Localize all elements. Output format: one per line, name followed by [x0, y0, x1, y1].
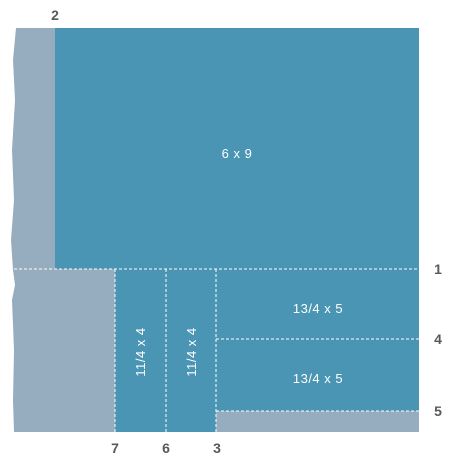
cut-label-5: 5: [434, 403, 442, 419]
piece-small-bottom: [216, 339, 419, 411]
waste-bottom-strip: [216, 411, 419, 432]
waste-left-edge: [11, 28, 115, 432]
cut-label-4: 4: [434, 331, 442, 347]
label-strip-a: 11/4 x 4: [133, 327, 148, 376]
piece-strip-a: [115, 269, 166, 432]
label-large: 6 x 9: [222, 146, 253, 161]
piece-large: [55, 28, 419, 269]
label-small-bottom: 13/4 x 5: [293, 371, 343, 386]
label-small-top: 13/4 x 5: [293, 301, 343, 316]
cut-label-7: 7: [111, 440, 119, 456]
label-strip-b: 11/4 x 4: [184, 327, 199, 376]
cut-label-3: 3: [213, 440, 221, 456]
cut-label-6: 6: [162, 440, 170, 456]
piece-strip-b: [166, 269, 216, 432]
cut-label-2: 2: [51, 7, 59, 23]
piece-small-top: [216, 269, 419, 339]
cut-label-1: 1: [434, 261, 442, 277]
